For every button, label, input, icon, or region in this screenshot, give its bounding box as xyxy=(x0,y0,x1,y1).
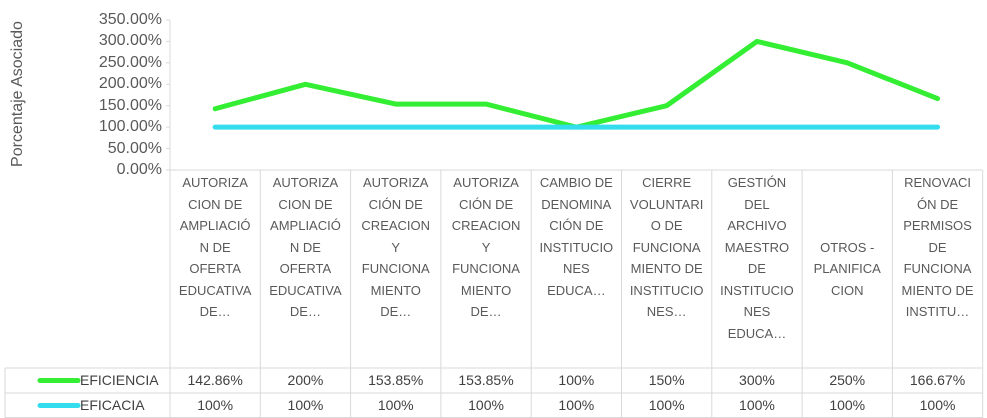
legend-label: EFICIENCIA xyxy=(80,372,159,388)
x-tick-label: CAMBIO DE DENOMINACIÓN DE INSTITUCIONES … xyxy=(539,175,614,298)
data-label: 153.85% xyxy=(368,372,424,388)
data-label: 300% xyxy=(739,372,775,388)
data-label: 100% xyxy=(648,397,685,413)
y-tick-label: 0.00% xyxy=(116,161,162,178)
y-tick-label: 250.00% xyxy=(98,53,162,71)
x-tick-label: AUTORIZACION DE AMPLIACIÓN DE OFERTA EDU… xyxy=(269,175,342,319)
y-tick-label: 50.00% xyxy=(107,139,162,157)
y-tick-label: 100.00% xyxy=(98,118,162,136)
data-label: 153.85% xyxy=(458,372,514,388)
x-tick-label: AUTORIZACIÓN DE CREACION Y FUNCIONAMIENT… xyxy=(451,175,521,319)
data-label: 100% xyxy=(739,397,775,413)
data-label: 166.67% xyxy=(909,372,966,388)
data-label: 142.86% xyxy=(187,372,243,388)
y-tick-label: 350.00% xyxy=(98,11,162,28)
y-tick-label: 150.00% xyxy=(98,96,162,114)
data-label: 100% xyxy=(558,372,595,388)
data-label: 100% xyxy=(919,397,956,413)
x-tick-label: CIERRE VOLUNTARIO DE FUNCIONAMIENTO DE I… xyxy=(629,175,704,319)
legend-label: EFICACIA xyxy=(80,397,145,413)
x-tick-label: AUTORIZACIÓN DE CREACION Y FUNCIONAMIENT… xyxy=(361,175,431,319)
x-tick-label: RENOVACIÓN DE PERMISOS DE FUNCIONAMIENTO… xyxy=(901,175,974,319)
data-label: 100% xyxy=(287,397,324,413)
x-tick-label: OTROS - PLANIFICACION xyxy=(813,239,881,298)
data-label: 100% xyxy=(558,397,595,413)
data-label: 100% xyxy=(197,397,234,413)
data-label: 100% xyxy=(468,397,504,413)
data-label: 250% xyxy=(829,372,866,388)
y-tick-label: 200.00% xyxy=(98,75,162,93)
y-tick-label: 300.00% xyxy=(98,32,162,50)
data-label: 100% xyxy=(829,397,866,413)
data-label: 150% xyxy=(648,372,685,388)
x-tick-label: GESTIÓN DEL ARCHIVO MAESTRO DE INSTITUCI… xyxy=(720,175,794,341)
data-label: 100% xyxy=(377,397,414,413)
x-tick-label: AUTORIZACION DE AMPLIACIÓN DE OFERTA EDU… xyxy=(178,175,252,319)
series-line xyxy=(212,38,941,130)
data-label: 200% xyxy=(287,372,324,388)
